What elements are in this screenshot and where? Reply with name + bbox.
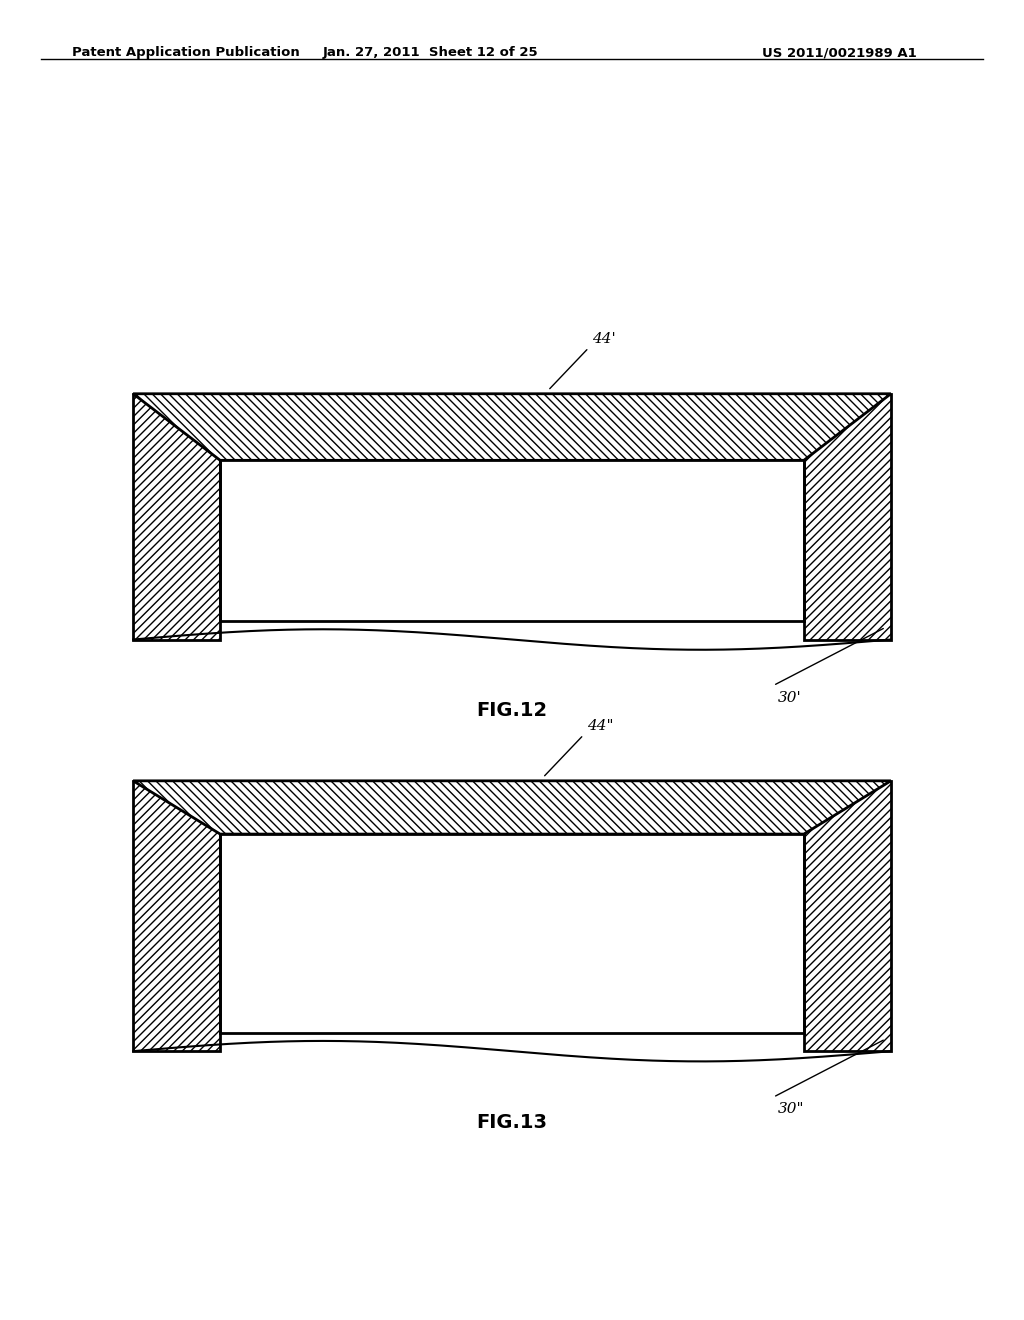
Text: 44': 44' [592,331,615,346]
Bar [220,461,804,622]
Bar [133,781,220,1051]
Text: 30': 30' [778,690,802,705]
Text: FIG.12: FIG.12 [476,701,548,719]
Bar [133,393,220,639]
Bar [133,781,220,1051]
Bar [804,393,891,639]
Bar [220,834,804,1032]
Text: Jan. 27, 2011  Sheet 12 of 25: Jan. 27, 2011 Sheet 12 of 25 [323,46,538,59]
Text: 44": 44" [587,718,613,733]
Bar [804,781,891,1051]
Bar [804,781,891,1051]
Text: FIG.13: FIG.13 [476,1113,548,1131]
Polygon shape [133,781,891,834]
Polygon shape [133,393,891,461]
Text: US 2011/0021989 A1: US 2011/0021989 A1 [762,46,918,59]
Bar [133,393,220,639]
Bar [804,393,891,639]
Text: Patent Application Publication: Patent Application Publication [72,46,299,59]
Text: 30": 30" [778,1102,805,1117]
